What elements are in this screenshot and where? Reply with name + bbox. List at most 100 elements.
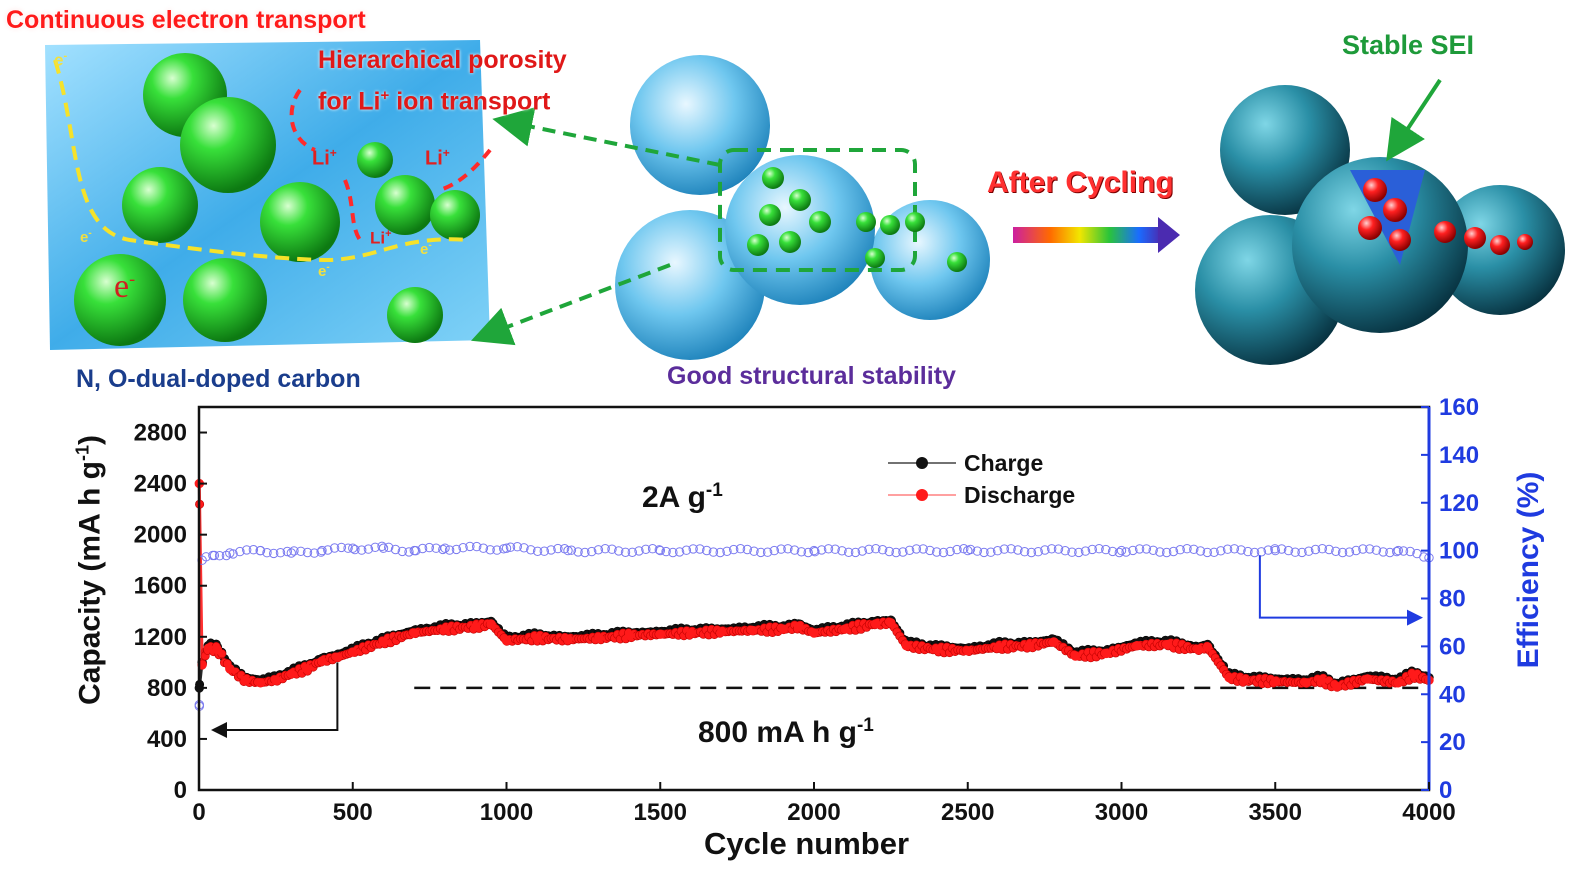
data-point [722,546,732,557]
porosity-label: Hierarchical porosity for Li+ ion transp… [318,42,567,119]
data-point [932,644,942,655]
data-point [317,545,327,556]
data-point [323,545,333,555]
data-point [681,545,692,555]
data-point [377,541,387,552]
data-point [594,633,604,643]
data-point [1141,544,1152,554]
data-point [580,547,590,558]
data-point [282,546,292,557]
data-point [519,543,529,553]
data-point [614,546,624,556]
data-point [837,546,847,556]
data-point [999,544,1009,554]
data-point [1393,545,1404,556]
reference-line-label: 800 mA h g-1 [698,715,874,749]
data-point [747,625,758,636]
data-point [702,545,712,556]
after-cycling-label: After Cycling [987,166,1174,199]
data-point [783,544,793,554]
data-point [209,550,220,561]
data-point [1026,547,1037,558]
data-point [512,542,522,552]
x-tick-label: 4000 [1402,799,1455,826]
data-point [444,545,455,555]
data-point [566,545,577,555]
data-point [1236,545,1246,555]
data-point [563,545,573,556]
legend-label-discharge: Discharge [964,481,1076,508]
data-point [316,547,326,557]
y-left-tick-label: 2400 [134,471,187,498]
data-point [1193,644,1204,655]
data-point [1080,546,1091,556]
data-point [1067,547,1077,557]
data-point [884,546,894,557]
electron-label-1: e- [54,50,68,70]
data-point [212,644,223,655]
data-point [1202,547,1213,558]
data-point [830,544,840,554]
data-point [1263,545,1273,555]
data-point [350,544,360,555]
y-left-tick-label: 1600 [134,573,187,600]
data-point [749,546,759,556]
data-point [458,543,468,553]
li-ion-label-1: Li+ [312,146,337,170]
data-point [1371,545,1382,555]
data-point [1195,546,1206,556]
data-point [817,545,827,555]
data-point [1310,544,1321,555]
data-point [1114,547,1125,558]
data-point [809,628,819,638]
x-tick-label: 2000 [787,799,840,826]
data-point [1047,544,1057,554]
data-point [1006,544,1016,554]
data-point [886,618,896,628]
y-right-tick-label: 0 [1439,777,1452,804]
data-point [695,544,705,554]
data-point [600,544,610,554]
data-point [871,544,881,554]
data-point [317,656,327,666]
data-point [1297,547,1307,558]
data-point [409,628,419,638]
data-point [945,546,955,557]
arrow-line [214,662,339,731]
data-point [1270,676,1281,687]
y-right-tick-label: 20 [1439,729,1466,756]
data-point [992,546,1003,556]
data-point [1094,544,1104,554]
data-point [471,621,481,632]
data-point [409,545,419,556]
data-point [1168,546,1179,557]
data-point [762,547,773,557]
data-point [1202,642,1213,652]
data-point [607,544,617,554]
data-point [1398,546,1409,556]
data-point [1070,651,1081,661]
arrow-line [1258,555,1420,619]
data-point [505,542,516,552]
data-point [1087,544,1098,555]
data-point [952,544,962,555]
data-point [840,624,850,634]
data-point [901,641,911,651]
data-point [363,544,374,554]
after-cycling-arrow [1013,217,1180,253]
data-point [1378,547,1388,557]
data-point [1249,547,1260,558]
data-point [1074,547,1084,558]
data-point [532,633,542,643]
data-point [492,545,502,555]
data-point [624,630,635,641]
data-point [1182,544,1192,554]
legend-item-charge: Charge [888,447,1075,479]
green-particles [74,53,480,346]
x-tick-label: 0 [192,799,205,826]
data-point [717,627,727,637]
data-point [972,546,982,556]
data-point [203,643,213,654]
data-point [620,547,631,558]
data-point [296,546,306,557]
